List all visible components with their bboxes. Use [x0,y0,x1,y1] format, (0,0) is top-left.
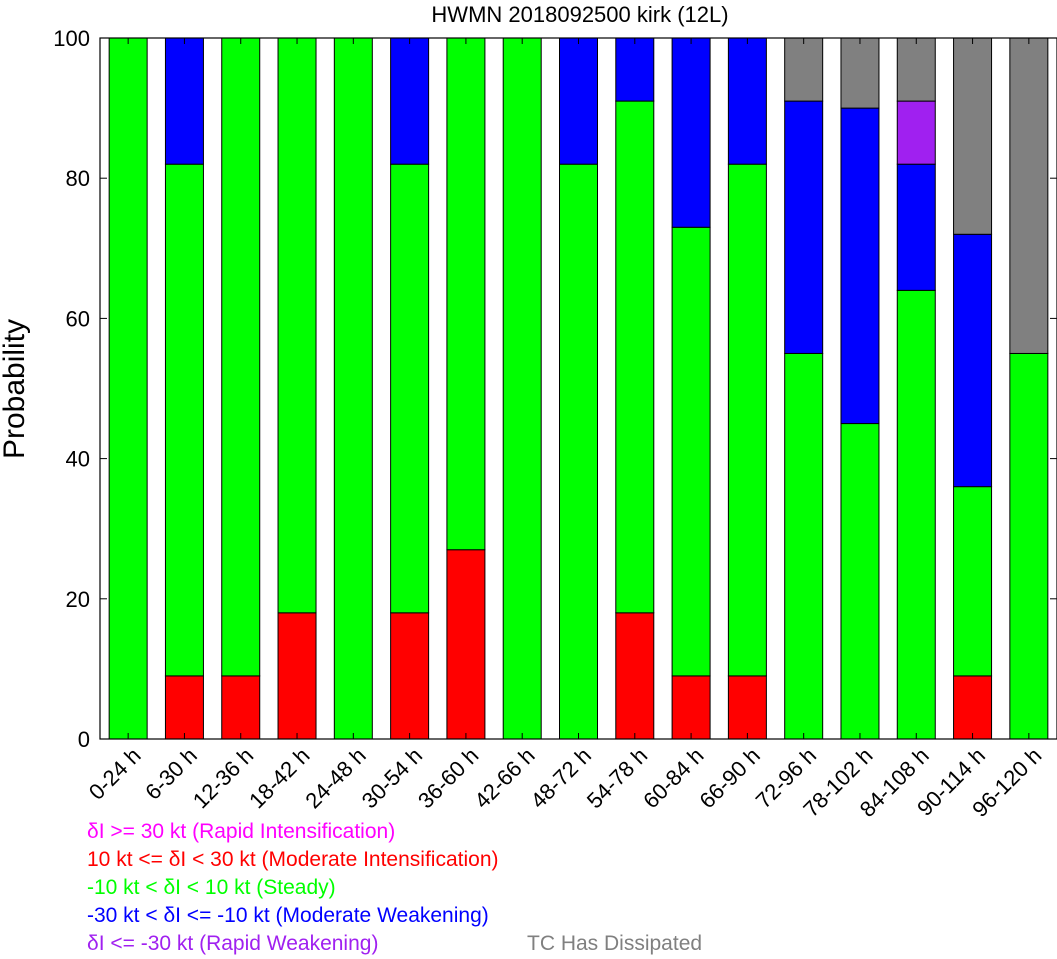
bar-segment-dissipated-15 [953,37,993,235]
x-tick-label: 66-90 h [694,743,764,813]
bar-segment-steady-4 [333,37,373,740]
bar-segment-dissipated-16 [1009,37,1049,354]
bar-segment-steady-0 [108,37,148,740]
bar-segment-moderate-intensification-1 [164,675,204,740]
legend-moderate-weakening: -30 kt < δI <= -10 kt (Moderate Weakenin… [87,904,489,927]
bar-segment-moderate-weakening-15 [953,233,993,488]
bar-segment-steady-6 [446,37,486,551]
bar-segment-rapid-weakening-14 [896,100,936,165]
bar-segment-moderate-intensification-3 [277,612,317,740]
bar-segment-steady-3 [277,37,317,614]
x-tick-label: 0-24 h [84,743,146,805]
x-tick-label: 30-54 h [357,743,427,813]
bar-segment-moderate-weakening-5 [390,37,430,165]
bar-segment-steady-14 [896,289,936,740]
y-tick-label: 60 [66,306,90,331]
bar-segment-moderate-weakening-1 [164,37,204,165]
bar-segment-steady-10 [671,226,711,677]
bar-segment-steady-15 [953,486,993,677]
y-axis-label: Probability [0,319,31,459]
bar-segment-moderate-weakening-13 [840,107,880,425]
x-tick-label: 42-66 h [469,743,539,813]
bar-segment-steady-7 [502,37,542,740]
y-tick-label: 0 [78,727,90,752]
bar-segment-dissipated-14 [896,37,936,102]
bar-segment-moderate-intensification-10 [671,675,711,740]
legend-rapid-intensification: δI >= 30 kt (Rapid Intensification) [87,820,396,843]
chart-title: HWMN 2018092500 kirk (12L) [431,2,728,27]
x-tick-label: 48-72 h [526,743,596,813]
x-tick-label: 36-60 h [413,743,483,813]
bar-segment-moderate-weakening-10 [671,37,711,228]
bar-segment-moderate-intensification-2 [221,675,261,740]
bar-segment-dissipated-12 [784,37,824,102]
bar-segment-moderate-weakening-8 [559,37,598,165]
bar-segment-moderate-intensification-11 [727,675,767,740]
y-tick-label: 40 [66,447,90,472]
bar-segment-moderate-weakening-14 [896,163,936,291]
x-tick-label: 60-84 h [638,743,708,813]
x-tick-label: 18-42 h [244,743,314,813]
bar-segment-steady-8 [559,163,598,740]
x-tick-label: 24-48 h [300,743,370,813]
bar-segment-moderate-intensification-6 [446,549,486,740]
x-tick-label: 12-36 h [188,743,258,813]
legend-dissipated: TC Has Dissipated [527,932,703,955]
bar-segment-moderate-intensification-15 [953,675,993,740]
bar-segment-dissipated-13 [840,37,880,109]
bar-segment-moderate-weakening-9 [615,37,655,102]
bar-segment-moderate-weakening-12 [784,100,824,354]
bar-segment-moderate-intensification-5 [390,612,430,740]
x-tick-label: 54-78 h [582,743,652,813]
bar-segment-steady-13 [840,423,880,740]
bar-segment-steady-2 [221,37,261,677]
bar-segment-steady-11 [727,163,767,677]
legend-steady: -10 kt < δI < 10 kt (Steady) [87,876,336,899]
bar-segment-steady-5 [390,163,430,614]
bar-segment-moderate-weakening-11 [727,37,767,165]
bar-segment-steady-16 [1009,352,1049,740]
bar-segment-steady-12 [784,352,824,740]
y-tick-label: 100 [53,26,90,51]
bar-segment-steady-9 [615,100,655,614]
y-tick-label: 20 [66,587,90,612]
y-tick-label: 80 [66,166,90,191]
legend-rapid-weakening: δI <= -30 kt (Rapid Weakening) [87,932,379,955]
bar-segment-moderate-intensification-9 [615,612,655,740]
legend-moderate-intensification: 10 kt <= δI < 30 kt (Moderate Intensific… [87,848,499,871]
bar-segment-steady-1 [164,163,204,677]
